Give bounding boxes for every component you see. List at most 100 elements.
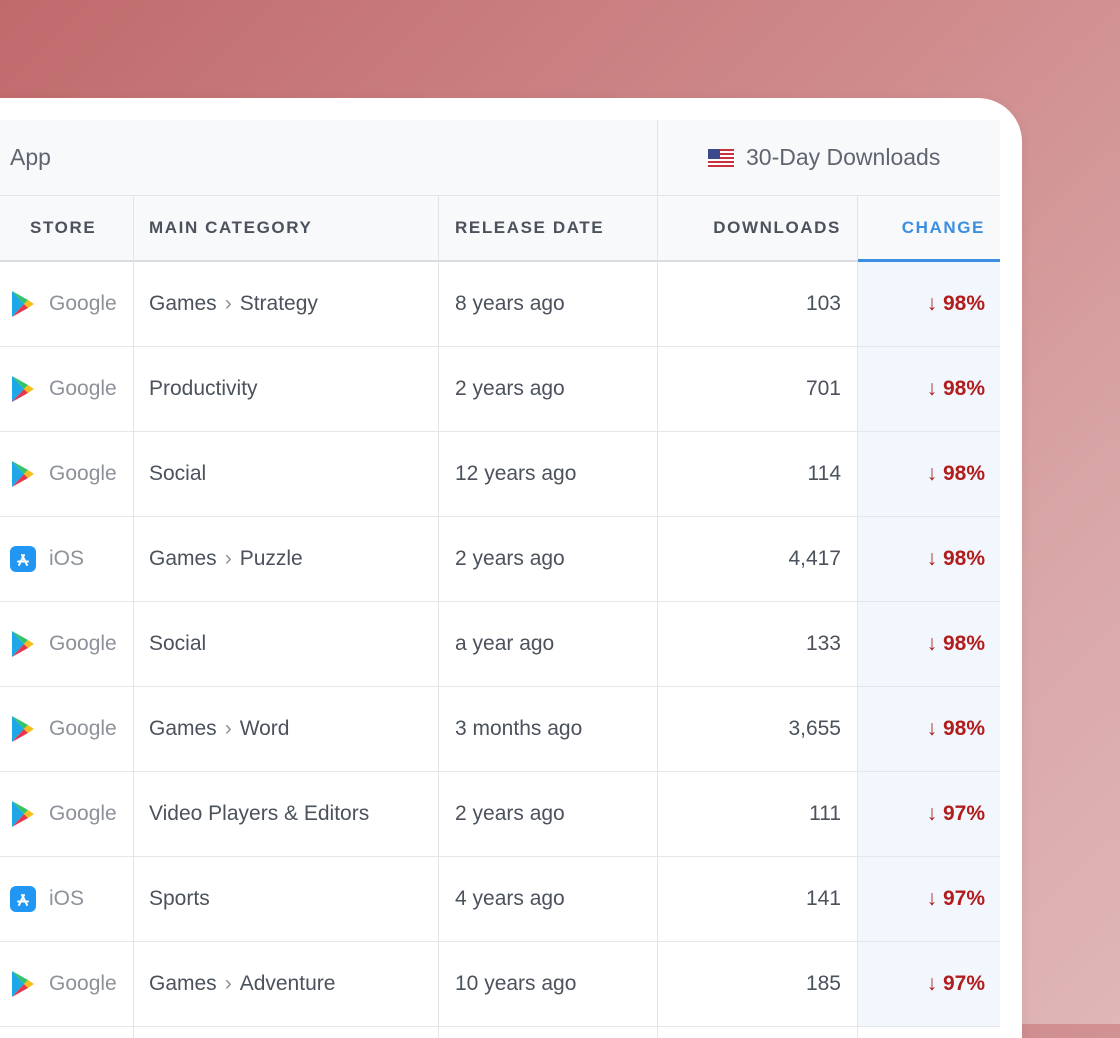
change-cell-bg [858, 262, 1000, 346]
category-cell: Video Players & Editors [149, 772, 369, 856]
release-date-cell: 2 years ago [455, 377, 565, 400]
chevron-right-icon: › [224, 972, 232, 995]
google-play-icon [10, 630, 36, 658]
column-header-change[interactable]: CHANGE [901, 218, 985, 237]
category-label: Games [149, 547, 217, 570]
chevron-right-icon: › [224, 717, 232, 740]
table-row[interactable]: iOS Sports 4 years ago 141 ↓ 97% [0, 857, 1000, 942]
change-cell: ↓ 98% [926, 292, 985, 315]
category-cell: Games › Puzzle [149, 517, 303, 601]
column-header-release-date[interactable]: RELEASE DATE [455, 218, 605, 237]
chevron-right-icon: › [224, 547, 232, 570]
column-divider [133, 195, 134, 1038]
downloads-group-header[interactable]: 30-Day Downloads [708, 120, 940, 195]
google-play-icon [10, 715, 36, 743]
store-cell: Google [10, 432, 117, 516]
store-cell: iOS [10, 517, 84, 601]
store-cell: iOS [10, 857, 84, 941]
sort-indicator [858, 259, 1000, 262]
table-row[interactable]: Google Games › Adventure 10 years ago 185 ↓ 97… [0, 942, 1000, 1027]
subcategory-label: Puzzle [239, 547, 303, 570]
change-cell: ↓ 98% [926, 632, 985, 655]
store-label: Google [49, 717, 117, 740]
downloads-cell: 185 [805, 972, 841, 995]
table-row[interactable]: Google Video Players & Editors 2 years ago… [0, 772, 1000, 857]
category-label: Video Players & Editors [149, 802, 370, 825]
google-play-icon [10, 460, 36, 488]
change-cell: ↓ 97% [926, 887, 985, 910]
table-row[interactable]: iOS Games › Puzzle 2 years ago 4,417 ↓ 98% [0, 517, 1000, 602]
category-label: Social [149, 462, 207, 485]
column-header-row: STORE MAIN CATEGORY RELEASE DATE DOWNLOA… [0, 196, 1000, 262]
app-store-icon [10, 885, 36, 913]
store-cell: Google [10, 262, 117, 346]
downloads-cell: 133 [805, 632, 841, 655]
release-date-cell: 4 years ago [455, 887, 565, 910]
change-cell: ↓ 98% [926, 462, 985, 485]
change-cell: ↓ 98% [926, 717, 985, 740]
category-cell: Sports [149, 857, 210, 941]
store-label: Google [49, 292, 117, 315]
store-label: Google [49, 377, 117, 400]
store-cell: Google [10, 347, 117, 431]
change-cell-bg [858, 687, 1000, 771]
subcategory-label: Word [239, 717, 290, 740]
store-label: Google [49, 462, 117, 485]
column-header-main-category[interactable]: MAIN CATEGORY [149, 218, 313, 237]
downloads-cell: 103 [805, 292, 841, 315]
group-header-row: App 30-Day Downloads [0, 120, 1000, 196]
table-body: Google Games › Strategy 8 years ago 103 ↓ 98% G… [0, 262, 1000, 1027]
change-cell: ↓ 97% [926, 802, 985, 825]
downloads-group-label: 30-Day Downloads [746, 144, 941, 170]
change-cell: ↓ 97% [926, 972, 985, 995]
change-cell-bg [858, 602, 1000, 686]
downloads-cell: 141 [805, 887, 841, 910]
column-divider [657, 120, 658, 1038]
table-row[interactable]: Google Games › Word 3 months ago 3,655 ↓ 98% [0, 687, 1000, 772]
store-label: Google [49, 802, 117, 825]
change-cell-bg [858, 857, 1000, 941]
category-cell: Games › Word [149, 687, 289, 771]
store-label: Google [49, 632, 117, 655]
release-date-cell: 8 years ago [455, 292, 565, 315]
downloads-table: App 30-Day Downloads STORE MAIN CATEGORY… [0, 120, 1000, 1038]
release-date-cell: 12 years ago [455, 462, 577, 485]
change-cell: ↓ 98% [926, 547, 985, 570]
category-cell: Games › Adventure [149, 942, 335, 1026]
downloads-cell: 701 [805, 377, 841, 400]
category-label: Productivity [149, 377, 258, 400]
table-row[interactable]: Google Social 12 years ago 114 ↓ 98% [0, 432, 1000, 517]
store-label: Google [49, 972, 117, 995]
category-cell: Productivity [149, 347, 258, 431]
table-row[interactable]: Google Productivity 2 years ago 701 ↓ 98% [0, 347, 1000, 432]
app-group-header[interactable]: App [10, 144, 51, 170]
store-cell: Google [10, 942, 117, 1026]
column-divider [857, 195, 858, 1038]
table-row[interactable]: Google Social a year ago 133 ↓ 98% [0, 602, 1000, 687]
store-cell: Google [10, 602, 117, 686]
store-cell: Google [10, 687, 117, 771]
google-play-icon [10, 970, 36, 998]
release-date-cell: a year ago [455, 632, 555, 655]
column-header-downloads[interactable]: DOWNLOADS [713, 218, 841, 237]
downloads-cell: 4,417 [788, 547, 841, 570]
change-cell-bg [858, 517, 1000, 601]
column-header-store[interactable]: STORE [30, 218, 97, 237]
table-row[interactable]: Google Games › Strategy 8 years ago 103 ↓ 98% [0, 262, 1000, 347]
subcategory-label: Strategy [239, 292, 318, 315]
change-cell-bg [858, 942, 1000, 1026]
category-label: Games [149, 292, 217, 315]
change-cell-bg [858, 772, 1000, 856]
store-label: iOS [49, 547, 85, 570]
chevron-right-icon: › [224, 292, 232, 315]
app-store-icon [10, 545, 36, 573]
category-cell: Social [149, 432, 206, 516]
google-play-icon [10, 375, 36, 403]
downloads-cell: 3,655 [788, 717, 841, 740]
us-flag-icon [708, 148, 734, 167]
google-play-icon [10, 290, 36, 318]
category-cell: Games › Strategy [149, 262, 318, 346]
column-divider [438, 195, 439, 1038]
change-cell: ↓ 98% [926, 377, 985, 400]
category-label: Social [149, 632, 207, 655]
